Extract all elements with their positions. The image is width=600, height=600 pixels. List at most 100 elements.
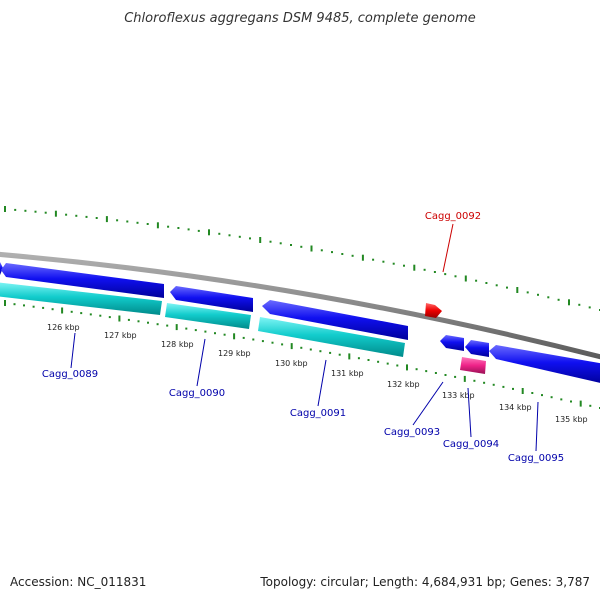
inner-tick-ring [4,300,600,409]
outer-tick-mark [238,235,241,238]
inner-tick-mark [42,306,45,309]
inner-tick-mark [502,385,505,388]
gene-label-cagg-0094[interactable]: Cagg_0094 [443,439,499,450]
gene-arrow-cagg-0089[interactable] [1,263,164,298]
gene-label-cagg-0089[interactable]: Cagg_0089 [42,369,98,380]
outer-tick-mark [269,240,272,243]
cds-bar-cagg-0091[interactable] [258,317,405,357]
inner-tick-mark [560,398,563,401]
inner-tick-mark [579,400,582,407]
inner-tick-mark [367,359,370,361]
inner-tick-mark [108,316,111,319]
outer-tick-mark [54,210,57,217]
outer-tick-mark [516,287,519,293]
inner-tick-mark [386,362,389,365]
inner-tick-mark [147,321,149,324]
inner-tick-mark [261,340,264,343]
outer-tick-mark [351,254,354,257]
inner-tick-mark [454,375,457,378]
inner-tick-mark [338,353,341,356]
inner-tick-mark [4,300,6,306]
inner-tick-mark [127,318,130,321]
outer-tick-mark [310,245,313,252]
inner-tick-mark [281,343,284,346]
outer-tick-mark [187,228,190,231]
leader-line-cagg-0091 [317,359,327,407]
inner-tick-mark [99,314,102,317]
inner-tick-mark [80,312,83,315]
outer-tick-mark [167,225,170,228]
outer-tick-mark [300,245,303,248]
outer-tick-mark [116,219,119,222]
outer-tick-mark [372,258,375,261]
gene-label-cagg-0091[interactable]: Cagg_0091 [290,408,346,419]
inner-tick-mark [512,387,514,390]
inner-tick-mark [521,388,524,394]
inner-tick-mark [492,383,495,386]
inner-tick-mark [156,323,159,326]
gene-arrow-cagg-0095[interactable] [489,345,600,384]
inner-tick-mark [290,343,293,350]
outer-tick-mark [95,217,98,219]
gene-arrow-cagg-0092[interactable] [425,303,442,318]
inner-tick-mark [61,307,64,314]
leader-line-cagg-0095 [535,401,539,452]
leader-line-cagg-0090 [196,338,206,387]
gene-arrow-cagg-0093[interactable] [440,335,464,351]
gene-label-leaders [70,223,539,452]
outer-tick-mark [382,260,385,263]
inner-tick-mark [252,338,255,341]
inner-tick-mark [175,324,178,331]
gene-labels: Cagg_0089 Cagg_0090 Cagg_0091 Cagg_0092 … [42,211,564,464]
inner-tick-mark [309,348,312,351]
outer-tick-mark [65,213,68,216]
gene-arrow-cagg-0094-fwd[interactable] [465,340,489,357]
outer-tick-mark [526,291,529,294]
outer-tick-mark [34,210,37,213]
gene-track [0,262,600,384]
position-label: 126 kbp [47,323,80,332]
outer-tick-mark [105,216,108,223]
outer-tick-mark [403,264,405,267]
inner-tick-mark [51,308,54,311]
outer-tick-mark [249,237,251,240]
position-label: 135 kbp [555,415,588,424]
gene-arrow-cagg-0091[interactable] [262,300,408,340]
accession-text: Accession: NC_011831 [10,575,146,589]
inner-tick-mark [483,381,486,384]
gene-label-cagg-0095[interactable]: Cagg_0095 [508,453,564,464]
inner-tick-mark [166,324,169,327]
outer-tick-mark [75,214,78,217]
gene-label-cagg-0090[interactable]: Cagg_0090 [169,388,225,399]
inner-tick-mark [32,305,35,308]
inner-tick-mark [463,375,466,382]
gene-arrow-cagg-0090[interactable] [170,286,253,312]
position-label: 133 kbp [442,391,475,400]
inner-tick-mark [89,313,92,316]
outer-tick-mark [537,293,539,296]
outer-tick-mark [320,249,323,252]
genome-summary-text: Topology: circular; Length: 4,684,931 bp… [259,575,590,589]
gene-arrow-cagg-0089-left[interactable] [0,262,3,275]
gene-label-cagg-0093[interactable]: Cagg_0093 [384,427,440,438]
outer-tick-mark [444,273,447,276]
inner-tick-mark [223,333,226,336]
outer-tick-mark [218,232,221,235]
outer-tick-mark [208,229,210,236]
outer-tick-ring [4,206,600,311]
inner-tick-mark [570,400,572,403]
cds-bar-cagg-0090[interactable] [165,303,251,329]
outer-tick-mark [578,303,581,306]
inner-tick-mark [396,364,399,367]
pseudo-gene-cagg-0094[interactable] [460,357,486,374]
outer-tick-mark [413,264,416,271]
cds-bar-cagg-0089[interactable] [0,282,162,315]
outer-tick-mark [156,222,159,229]
outer-tick-mark [290,244,292,246]
gene-label-cagg-0092[interactable]: Cagg_0092 [425,211,481,222]
inner-tick-mark [444,374,447,376]
position-label: 127 kbp [104,331,137,340]
position-label: 129 kbp [218,349,251,358]
inner-tick-mark [13,303,16,306]
